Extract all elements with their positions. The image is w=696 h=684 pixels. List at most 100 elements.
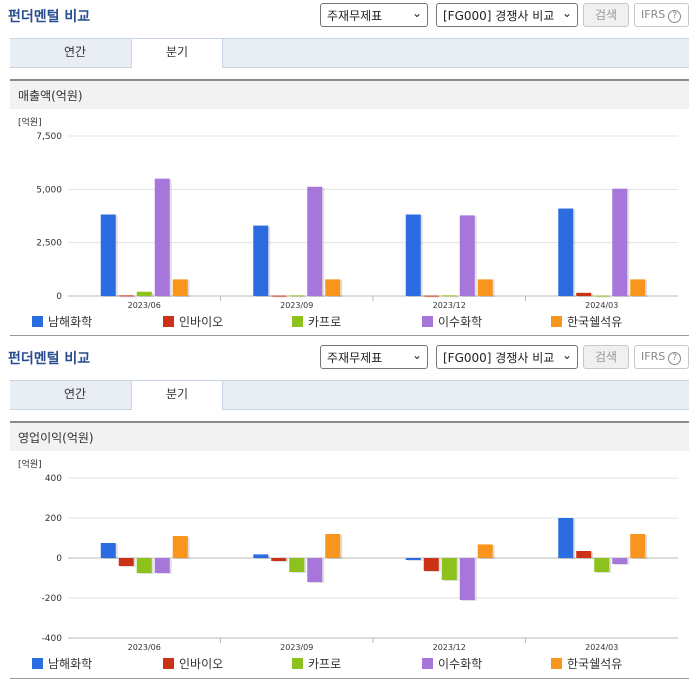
tab-annual[interactable]: 연간 [63,387,87,401]
bar-한국쉘석유 [630,534,646,558]
metric-label: 매출액(억원) [18,89,83,103]
panel-header: 펀더멘털 비교 주재무제표 ⌄ [FG000] 경쟁사 비교 ⌄ 검색 IFRS… [0,0,696,32]
y-tick-label: 400 [45,474,62,484]
legend-item[interactable]: 인바이오 [163,655,223,672]
legend-label: 이수화학 [438,657,483,671]
statement-select[interactable]: 주재무제표 ⌄ [320,3,428,27]
chevron-down-icon: ⌄ [561,6,572,20]
tab-annual[interactable]: 연간 [63,45,87,59]
legend-label: 카프로 [308,657,342,671]
tab-quarterly[interactable]: 분기 [131,380,223,410]
legend-label: 남해화학 [48,657,93,671]
legend-swatch [292,316,303,327]
legend-item[interactable]: 이수화학 [422,655,482,672]
statement-select[interactable]: 주재무제표 ⌄ [320,345,428,369]
comparison-select[interactable]: [FG000] 경쟁사 비교 ⌄ [436,345,578,369]
bar-이수화학 [307,186,323,296]
search-button[interactable]: 검색 [583,3,629,27]
legend-label: 남해화학 [48,315,93,329]
x-tick-label: 2023/12 [433,643,466,652]
bar-이수화학 [459,215,475,296]
period-tabs: 연간 분기 [10,38,689,68]
legend-item[interactable]: 인바이오 [163,313,223,330]
legend-item[interactable]: 카프로 [292,313,341,330]
bar-남해화학 [100,543,116,558]
x-tick-label: 2023/06 [128,301,161,310]
chevron-down-icon: ⌄ [561,348,572,362]
tab-quarterly[interactable]: 분기 [131,38,223,68]
search-button[interactable]: 검색 [583,345,629,369]
y-unit-label: [억원] [18,458,42,470]
bar-shadow [596,296,612,298]
panel-operating-profit: 펀더멘털 비교 주재무제표 ⌄ [FG000] 경쟁사 비교 ⌄ 검색 IFRS… [0,342,696,684]
ifrs-button[interactable]: IFRS? [634,345,689,369]
bar-shadow [443,296,459,298]
chart-legend: 남해화학 인바이오 카프로 이수화학 한국쉘석유 [10,655,689,673]
bar-shadow [291,296,307,298]
operating-profit-chart: [억원] -400 -200 0 200 400 2023/06 2023/09 2023/12… [10,455,689,655]
legend-label: 인바이오 [179,315,224,329]
help-icon: ? [668,10,682,23]
legend-swatch [32,658,43,669]
x-tick-label: 2024/03 [585,643,618,652]
y-unit-label: [억원] [18,116,42,128]
ifrs-label: IFRS [641,350,666,363]
legend-item[interactable]: 한국쉘석유 [551,655,622,672]
chevron-down-icon: ⌄ [411,6,422,20]
panel-title: 펀더멘털 비교 [8,351,91,367]
metric-label: 영업이익(억원) [18,431,94,445]
panel-header: 펀더멘털 비교 주재무제표 ⌄ [FG000] 경쟁사 비교 ⌄ 검색 IFRS… [0,342,696,374]
bar-이수화학 [307,558,323,582]
legend-label: 한국쉘석유 [567,657,623,671]
panel-divider [10,678,689,679]
bar-인바이오 [271,558,287,561]
y-tick-label: 200 [45,514,62,524]
legend-swatch [551,316,562,327]
bar-이수화학 [612,188,628,296]
legend-swatch [292,658,303,669]
legend-label: 카프로 [308,315,342,329]
y-tick-label: 2,500 [36,239,62,249]
panel-revenue: 펀더멘털 비교 주재무제표 ⌄ [FG000] 경쟁사 비교 ⌄ 검색 IFRS… [0,0,696,340]
bar-카프로 [289,295,305,297]
period-tabs: 연간 분기 [10,380,689,410]
statement-select-value: 주재무제표 [327,351,383,365]
legend-item[interactable]: 이수화학 [422,313,482,330]
bar-카프로 [594,295,610,297]
legend-item[interactable]: 남해화학 [32,313,92,330]
legend-label: 이수화학 [438,315,483,329]
bar-카프로 [136,291,152,296]
legend-item[interactable]: 카프로 [292,655,341,672]
bar-이수화학 [154,178,170,296]
ifrs-button[interactable]: IFRS? [634,3,689,27]
bar-shadow [120,296,136,298]
x-tick-label: 2024/03 [585,301,618,310]
bar-남해화학 [100,214,116,296]
x-tick-label: 2023/12 [433,301,466,310]
y-tick-label: 0 [56,554,62,564]
panel-title: 펀더멘털 비교 [8,9,91,25]
panel-divider [10,335,689,336]
bar-한국쉘석유 [325,279,341,296]
legend-swatch [163,316,174,327]
legend-swatch [422,658,433,669]
legend-label: 인바이오 [179,657,224,671]
legend-item[interactable]: 남해화학 [32,655,92,672]
chevron-down-icon: ⌄ [411,348,422,362]
bar-남해화학 [558,208,574,296]
bar-남해화학 [558,518,574,558]
bar-한국쉘석유 [477,279,493,296]
bar-인바이오 [423,295,439,297]
bar-한국쉘석유 [477,544,493,558]
y-tick-label: 7,500 [36,132,62,142]
legend-label: 한국쉘석유 [567,315,623,329]
bar-남해화학 [253,225,269,296]
bar-인바이오 [576,292,592,296]
comparison-select[interactable]: [FG000] 경쟁사 비교 ⌄ [436,3,578,27]
bar-카프로 [441,295,457,297]
bar-shadow [425,296,441,298]
legend-item[interactable]: 한국쉘석유 [551,313,622,330]
metric-band: 매출액(억원) [10,79,689,109]
legend-swatch [422,316,433,327]
bar-카프로 [441,558,457,580]
